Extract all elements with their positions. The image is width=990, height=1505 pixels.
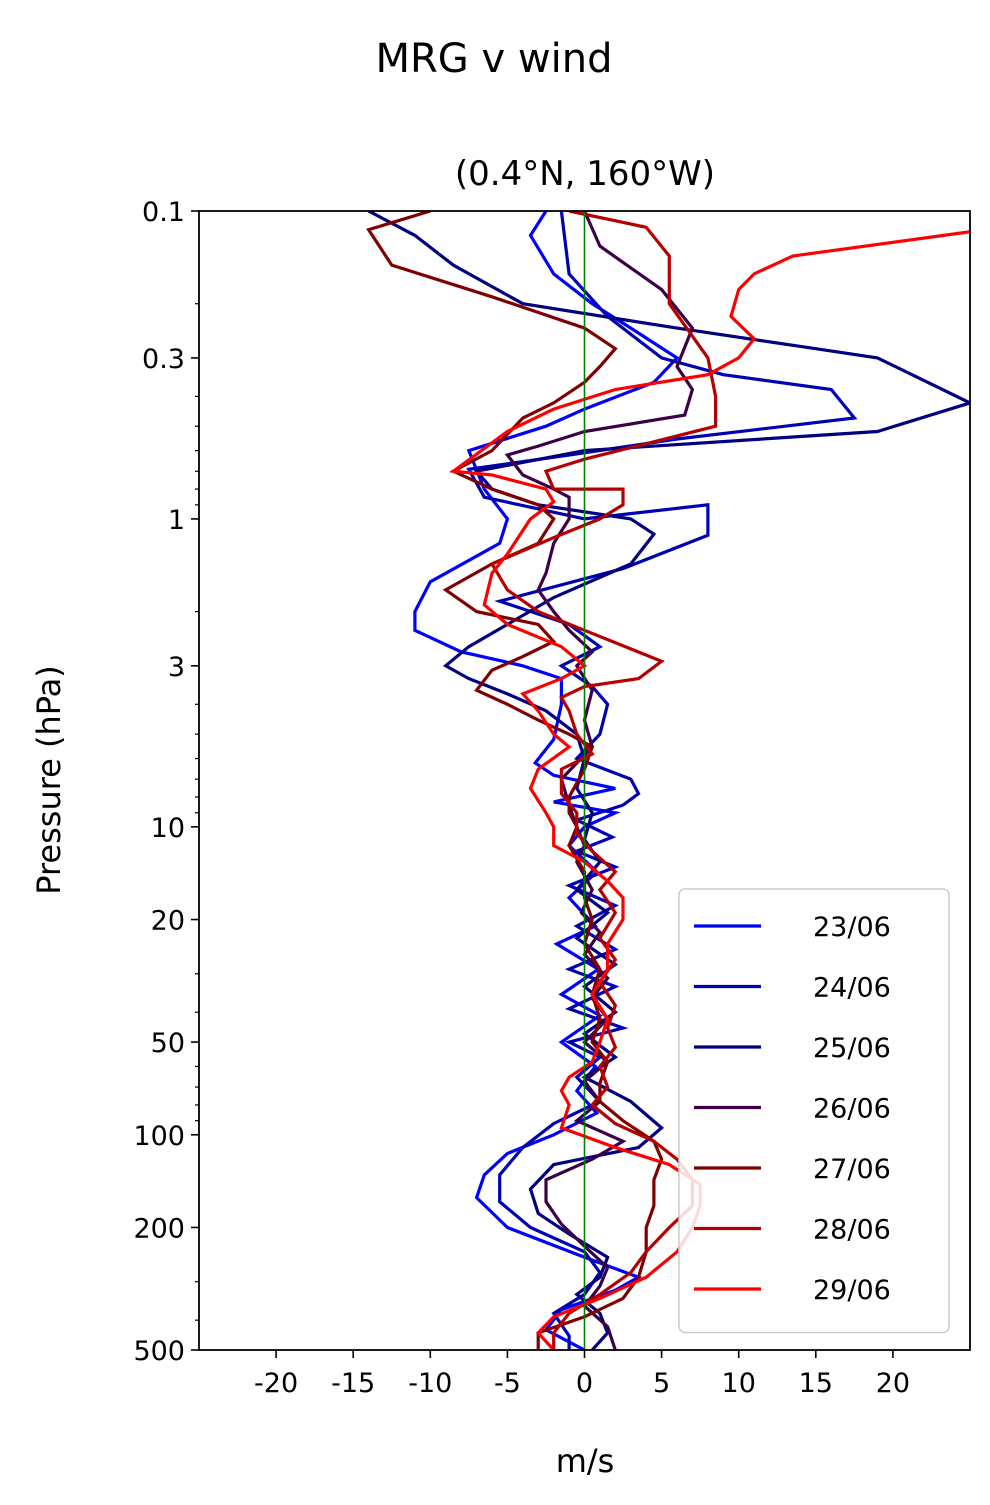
y-tick-label: 1 [168,505,185,536]
y-tick-label: 100 [133,1121,185,1152]
x-tick-label: -5 [494,1368,521,1399]
y-tick-label: 0.3 [142,344,185,375]
y-tick-label: 20 [151,906,185,937]
x-tick-label: -20 [254,1368,298,1399]
y-axis-label: Pressure (hPa) [30,665,68,895]
legend-label: 25/06 [813,1033,891,1064]
y-tick-label: 3 [168,652,185,683]
series-layer [366,211,970,1350]
y-tick-label: 0.1 [142,197,185,228]
series-line-25-06 [367,211,970,1350]
x-tick-label: 20 [876,1368,910,1399]
legend-label: 27/06 [813,1154,891,1185]
legend-label: 29/06 [813,1275,891,1306]
y-tick-label: 500 [133,1336,185,1367]
x-tick-label: 10 [722,1368,756,1399]
series-line-26-06 [504,211,695,1350]
legend: 23/06 24/06 25/06 26/06 27/06 28/06 29/06 [678,888,950,1334]
axes-layer: -20 -15 -10 -5 0 5 10 15 20 0.1 0.3 1 3 10 20 50 100 200 5… [133,197,971,1399]
figure-suptitle: MRG v wind [376,36,613,82]
y-tick-label: 50 [151,1028,185,1059]
x-tick-label: 5 [653,1368,670,1399]
series-line-27-06 [366,211,664,1350]
legend-label: 24/06 [813,973,891,1004]
x-tick-label: -15 [331,1368,375,1399]
y-tick-label: 200 [133,1213,185,1244]
x-tick-label: 0 [576,1368,593,1399]
legend-label: 23/06 [813,912,891,943]
plot-subtitle: (0.4°N, 160°W) [455,154,715,194]
x-tick-label: -10 [408,1368,452,1399]
x-axis-label: m/s [556,1442,615,1480]
legend-label: 28/06 [813,1215,891,1246]
legend-box [678,888,950,1334]
legend-label: 26/06 [813,1094,891,1125]
y-tick-label: 10 [151,813,185,844]
x-tick-label: 15 [799,1368,833,1399]
